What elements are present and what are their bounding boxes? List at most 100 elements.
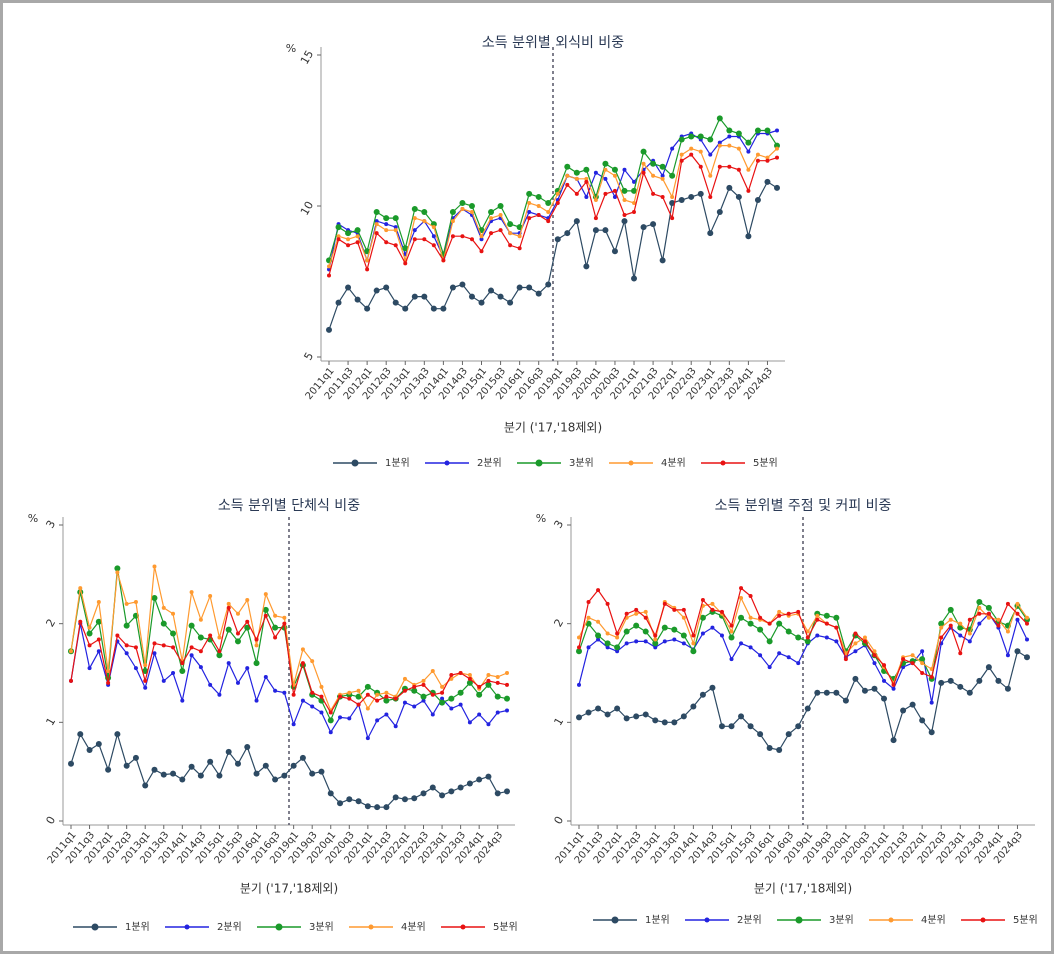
data-point	[805, 629, 810, 634]
data-point	[411, 206, 418, 213]
data-point	[393, 225, 398, 230]
data-point	[272, 776, 279, 783]
data-point	[460, 234, 465, 239]
data-point	[486, 672, 491, 677]
data-point	[412, 228, 417, 233]
data-point	[495, 680, 500, 685]
data-point	[584, 194, 589, 199]
data-point	[681, 607, 686, 612]
data-point	[823, 689, 830, 696]
data-point	[745, 233, 752, 240]
data-point	[747, 620, 754, 627]
data-point	[114, 565, 121, 572]
data-point	[796, 661, 801, 666]
data-point	[593, 216, 598, 221]
data-point	[834, 639, 839, 644]
chart-title: 소득 분위별 외식비 비중	[482, 35, 624, 51]
data-point	[605, 601, 610, 606]
data-point	[310, 659, 315, 664]
data-point	[766, 744, 773, 751]
y-axis-title: %	[536, 512, 546, 525]
data-point	[986, 611, 991, 616]
data-point	[736, 167, 741, 172]
data-point	[680, 713, 687, 720]
data-point	[319, 694, 324, 699]
data-point	[748, 645, 753, 650]
data-point	[505, 682, 509, 687]
data-point	[152, 564, 157, 569]
data-point	[468, 203, 475, 209]
data-point	[96, 599, 101, 604]
data-point	[170, 770, 177, 777]
data-point	[966, 689, 973, 696]
data-point	[345, 230, 352, 237]
data-point	[347, 696, 352, 701]
data-point	[605, 631, 610, 636]
data-point	[929, 674, 934, 679]
data-point	[805, 635, 810, 640]
data-point	[881, 695, 888, 702]
data-point	[872, 661, 877, 666]
data-point	[441, 258, 446, 263]
data-point	[767, 621, 772, 626]
data-point	[517, 246, 522, 251]
data-point	[948, 617, 953, 622]
data-point	[87, 666, 92, 671]
data-point	[319, 684, 324, 689]
data-point	[189, 590, 194, 595]
legend-marker	[444, 460, 450, 466]
data-point	[621, 218, 628, 225]
data-point	[151, 595, 158, 602]
data-point	[650, 160, 657, 167]
data-point	[245, 619, 250, 624]
data-point	[586, 615, 591, 620]
data-point	[583, 263, 590, 270]
data-point	[1015, 617, 1020, 622]
data-point	[938, 620, 945, 627]
data-point	[678, 196, 685, 203]
data-point	[757, 731, 764, 738]
data-point	[577, 682, 581, 687]
data-point	[171, 645, 176, 650]
data-point	[123, 762, 130, 769]
data-point	[774, 184, 780, 191]
data-point	[235, 680, 240, 685]
data-point	[985, 664, 992, 671]
data-point	[755, 158, 760, 163]
data-point	[754, 196, 761, 203]
data-point	[412, 237, 417, 242]
data-point	[335, 299, 342, 306]
data-point	[467, 676, 472, 681]
data-point	[546, 219, 551, 224]
data-point	[171, 611, 176, 616]
data-point	[365, 706, 370, 711]
data-point	[282, 615, 287, 620]
data-point	[764, 178, 771, 185]
data-point	[690, 648, 697, 655]
data-point	[375, 718, 380, 723]
data-point	[728, 634, 735, 641]
data-point	[142, 782, 149, 789]
data-point	[235, 611, 240, 616]
data-point	[422, 219, 427, 224]
data-point	[235, 631, 240, 636]
legend-label: 3분위	[829, 913, 854, 926]
data-point	[96, 637, 101, 642]
data-point	[114, 731, 121, 738]
data-point	[728, 723, 735, 730]
data-point	[634, 639, 639, 644]
data-point	[364, 803, 371, 810]
legend-label: 5분위	[1013, 913, 1038, 926]
legend-marker	[91, 923, 99, 931]
data-point	[197, 772, 204, 779]
data-point	[479, 234, 484, 239]
data-point	[411, 795, 418, 802]
data-point	[890, 737, 897, 744]
legend-marker	[795, 916, 803, 924]
data-point	[479, 249, 484, 254]
data-point	[871, 685, 878, 692]
legend-marker	[275, 923, 283, 931]
data-point	[595, 705, 602, 712]
data-point	[336, 234, 341, 239]
data-point	[272, 624, 279, 631]
